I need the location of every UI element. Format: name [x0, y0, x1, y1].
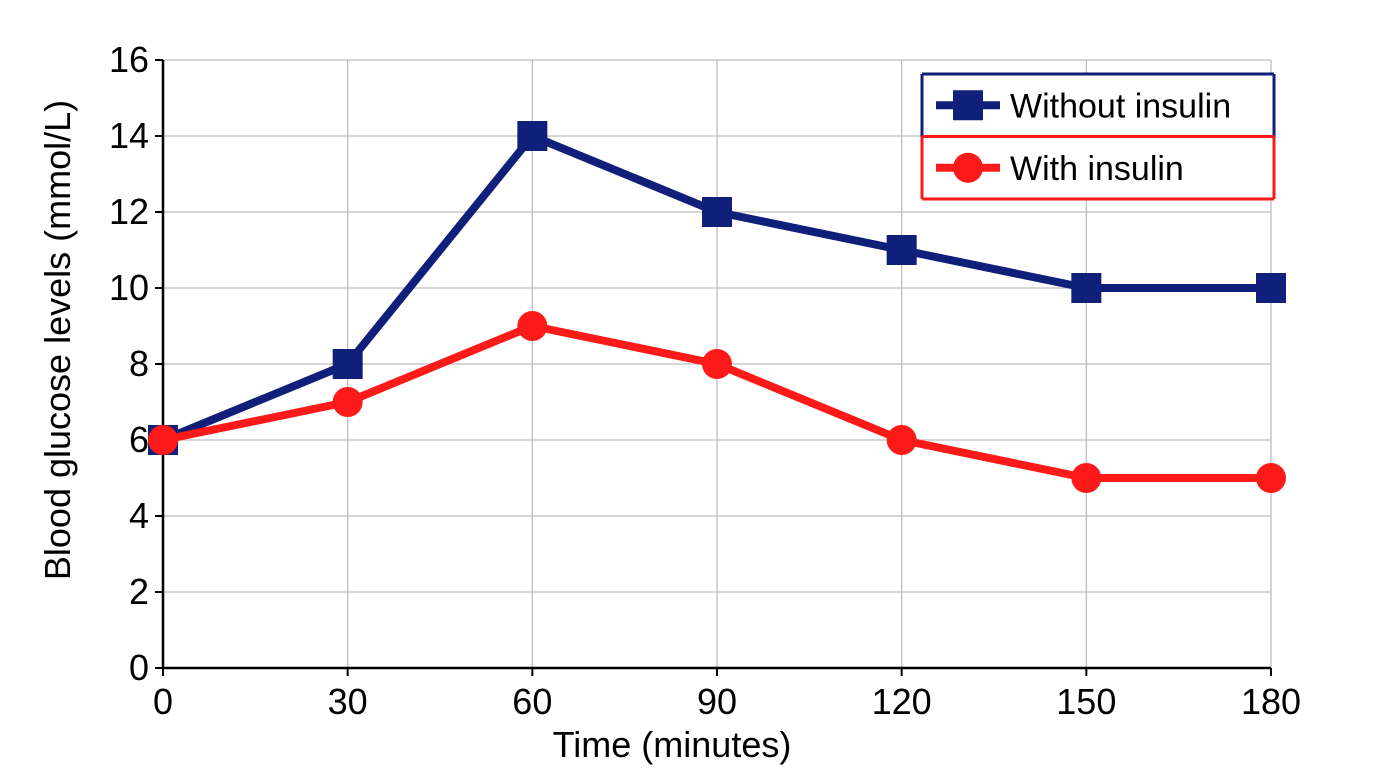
x-tick-label: 150: [1056, 681, 1116, 722]
data-point-square: [517, 121, 548, 151]
y-tick-label: 14: [109, 115, 149, 156]
series-with-insulin: [148, 311, 1286, 493]
data-point-square: [1071, 273, 1102, 303]
x-tick-label: 30: [328, 681, 368, 722]
x-tick-label: 180: [1241, 681, 1301, 722]
data-point-circle: [886, 425, 917, 455]
y-tick-label: 0: [129, 647, 149, 688]
y-tick-label: 4: [129, 495, 149, 536]
legend-border-with-insulin: [920, 135, 1276, 201]
data-point-circle: [148, 425, 178, 455]
data-point-circle: [1256, 463, 1286, 493]
x-tick-label: 120: [872, 681, 932, 722]
x-axis-title: Time (minutes): [553, 724, 792, 765]
ticks: 0 30 60 90 120 150 180 0 2 4 6 8 10 12 14 16: [109, 39, 1301, 722]
data-point-circle: [332, 387, 363, 417]
data-point-circle: [517, 311, 548, 341]
data-point-square: [702, 197, 732, 227]
legend-marker-circle: [953, 152, 983, 183]
series-layer: [148, 121, 1286, 493]
y-tick-label: 2: [129, 571, 149, 612]
y-tick-label: 10: [109, 267, 149, 308]
x-tick-label: 90: [697, 681, 737, 722]
data-point-circle: [1071, 463, 1102, 493]
y-tick-label: 6: [129, 419, 149, 460]
data-point-square: [886, 235, 917, 265]
y-tick-label: 16: [109, 39, 149, 80]
legend-border-without-insulin: [920, 72, 1276, 137]
data-point-square: [332, 349, 363, 379]
data-point-circle: [702, 349, 732, 379]
x-tick-label: 0: [153, 681, 173, 722]
x-tick-label: 60: [512, 681, 552, 722]
y-tick-label: 12: [109, 191, 149, 232]
legend-label-with-insulin: With insulin: [1010, 150, 1184, 188]
legend: Without insulin With insulin: [920, 72, 1276, 201]
y-tick-label: 8: [129, 343, 149, 384]
legend-marker-square: [953, 90, 983, 121]
legend-label-without-insulin: Without insulin: [1010, 87, 1231, 125]
data-point-square: [1256, 273, 1286, 303]
y-axis-title: Blood glucose levels (mmol/L): [37, 100, 78, 580]
